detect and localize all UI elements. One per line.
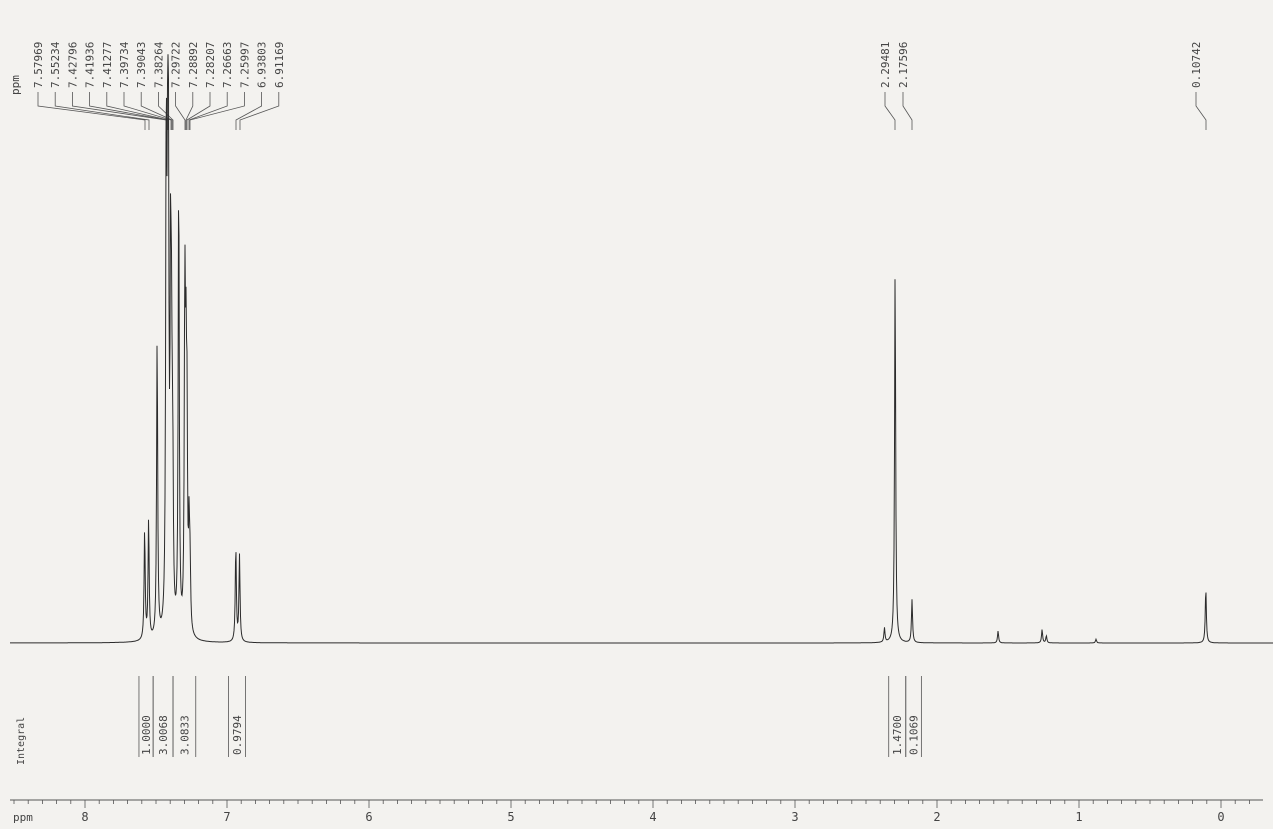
peak-label-layer: ppm 7.57969 7.55234 7.42796 7.41936 7.41277 7.…: [9, 41, 1207, 130]
integral-value: 0.9794: [231, 715, 244, 755]
peak-label-leader: [902, 92, 913, 130]
peak-label-1: 7.55234: [49, 41, 150, 130]
peak-label-leader: [186, 92, 211, 130]
peak-label-text: 0.10742: [1190, 42, 1203, 88]
peak-label-text: 7.29722: [170, 42, 183, 88]
peak-label-leader: [188, 92, 228, 130]
integral-axis-label: Integral: [16, 717, 27, 765]
x-axis: 8 7 6 5 4 3 2 1 0 ppm: [10, 799, 1263, 824]
peak-label-text: 7.39043: [135, 42, 148, 88]
integral-value: 0.1069: [908, 715, 921, 755]
peak-label-leader: [884, 92, 896, 130]
peak-label-text: 7.41936: [84, 42, 97, 88]
x-tick-label: 7: [223, 810, 230, 824]
peak-label-9: 7.28892: [185, 42, 200, 130]
peak-label-leader: [235, 92, 262, 130]
peak-label-text: 6.91169: [273, 42, 286, 88]
peak-label-text: 7.26663: [221, 42, 234, 88]
integral-value: 1.0000: [140, 715, 153, 755]
peak-label-text: 7.28207: [204, 42, 217, 88]
peak-label-leader: [140, 92, 173, 130]
integral-region-0: 1.0000: [138, 676, 154, 757]
peak-label-11: 7.26663: [188, 42, 234, 130]
peak-label-8: 7.29722: [170, 42, 186, 130]
peak-label-4: 7.41277: [101, 42, 169, 130]
peak-label-leader: [37, 92, 146, 130]
peak-label-5: 7.39734: [118, 41, 172, 130]
x-axis-unit-label: ppm: [13, 811, 33, 824]
x-tick-label: 6: [365, 810, 372, 824]
x-tick-label: 3: [791, 810, 798, 824]
integral-region-2: 3.0833: [172, 676, 197, 757]
peak-label-text: 7.41277: [101, 42, 114, 88]
peak-label-text: 7.42796: [66, 42, 79, 88]
peak-label-leader: [185, 92, 194, 130]
peak-label-leader: [54, 92, 150, 130]
peak-label-10: 7.28207: [186, 42, 217, 130]
peak-label-leader: [106, 92, 169, 130]
peak-label-text: 7.25997: [238, 42, 251, 88]
integral-value: 1.4700: [891, 715, 904, 755]
integral-value: 3.0068: [157, 715, 170, 755]
peak-label-leader: [123, 92, 172, 130]
peak-label-14: 6.91169: [239, 42, 286, 130]
peak-label-15: 2.29481: [879, 42, 896, 130]
peak-label-text: 2.29481: [879, 42, 892, 88]
peak-label-6: 7.39043: [135, 42, 173, 130]
peak-label-0: 7.57969: [32, 42, 146, 130]
x-tick-label: 4: [649, 810, 656, 824]
integral-region-3: 0.9794: [228, 676, 246, 757]
peak-label-text: 7.57969: [32, 42, 45, 88]
peak-label-leader: [1195, 92, 1207, 130]
x-tick-label: 5: [507, 810, 514, 824]
peak-label-17: 0.10742: [1190, 42, 1207, 130]
spectrum-layer: [10, 54, 1273, 644]
integral-value: 3.0833: [178, 715, 191, 755]
peak-label-text: 7.28892: [187, 42, 200, 88]
peak-label-text: 2.17596: [897, 42, 910, 88]
x-tick-label: 0: [1217, 810, 1224, 824]
peak-label-leader: [175, 92, 186, 130]
peak-label-text: 7.39734: [118, 41, 131, 88]
peak-label-13: 6.93803: [235, 42, 269, 130]
peak-label-leader: [239, 92, 280, 130]
peak-unit-label: ppm: [9, 75, 22, 95]
peak-label-leader: [158, 92, 174, 130]
peak-label-12: 7.25997: [189, 42, 251, 130]
x-tick-label: 8: [81, 810, 88, 824]
integral-layer: Integral 1.0000 3.0068 3.0833 0.9794 1.4700 0.…: [16, 676, 922, 765]
x-tick-label: 2: [933, 810, 940, 824]
peak-label-7: 7.38264: [152, 41, 174, 130]
peak-label-16: 2.17596: [897, 42, 913, 130]
integral-region-5: 0.1069: [905, 676, 922, 757]
peak-label-text: 6.93803: [256, 42, 269, 88]
x-tick-label: 1: [1075, 810, 1082, 824]
integral-region-4: 1.4700: [888, 676, 907, 757]
spectrum-trace: [10, 54, 1273, 644]
peak-label-text: 7.55234: [49, 41, 62, 88]
peak-label-leader: [189, 92, 245, 130]
integral-region-1: 3.0068: [152, 676, 174, 757]
peak-label-text: 7.38264: [152, 41, 165, 88]
